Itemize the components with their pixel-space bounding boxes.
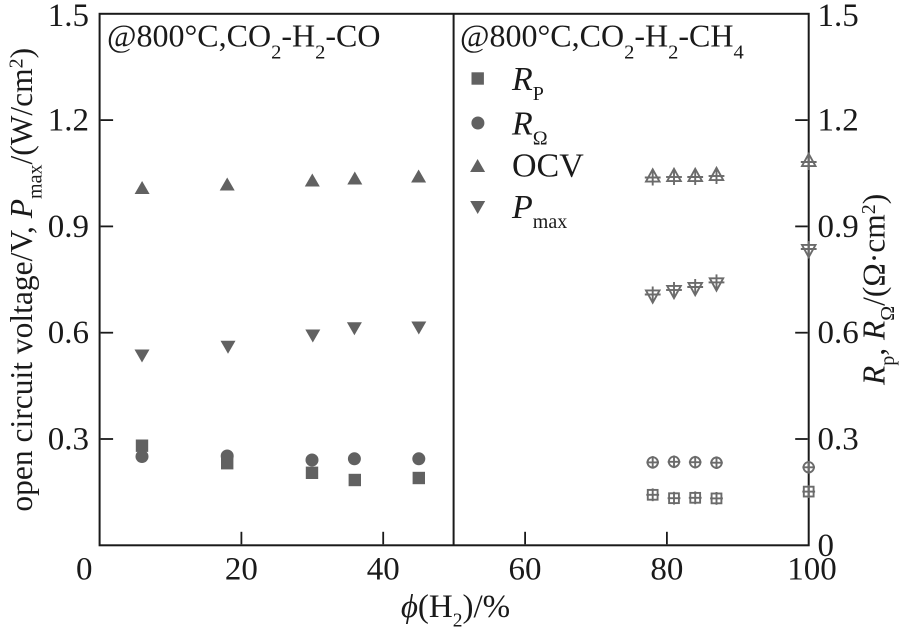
- svg-text:1.5: 1.5: [818, 0, 859, 34]
- svg-text:RΩ: RΩ: [511, 106, 548, 150]
- svg-text:80: 80: [650, 552, 683, 588]
- svg-text:40: 40: [367, 552, 400, 588]
- svg-text:RP: RP: [511, 61, 544, 105]
- svg-text:1.2: 1.2: [48, 103, 89, 139]
- svg-text:0: 0: [818, 528, 835, 564]
- svg-text:60: 60: [509, 552, 542, 588]
- svg-text:0.3: 0.3: [818, 422, 859, 458]
- svg-text:0.9: 0.9: [818, 209, 859, 245]
- svg-text:0.9: 0.9: [48, 209, 89, 245]
- svg-text:0: 0: [76, 552, 93, 588]
- svg-text:20: 20: [225, 552, 258, 588]
- svg-text:Pmax: Pmax: [511, 189, 567, 233]
- svg-text:0.3: 0.3: [48, 422, 89, 458]
- svg-text:0.6: 0.6: [818, 315, 859, 351]
- svg-text:ϕ(H2)/%: ϕ(H2)/%: [401, 589, 510, 631]
- svg-text:0.6: 0.6: [48, 315, 89, 351]
- svg-text:100: 100: [787, 552, 837, 588]
- svg-text:Rp, RΩ/(Ω·cm2): Rp, RΩ/(Ω·cm2): [857, 194, 900, 386]
- svg-text:1.2: 1.2: [818, 103, 859, 139]
- svg-text:OCV: OCV: [512, 148, 584, 185]
- svg-text:1.5: 1.5: [48, 0, 89, 34]
